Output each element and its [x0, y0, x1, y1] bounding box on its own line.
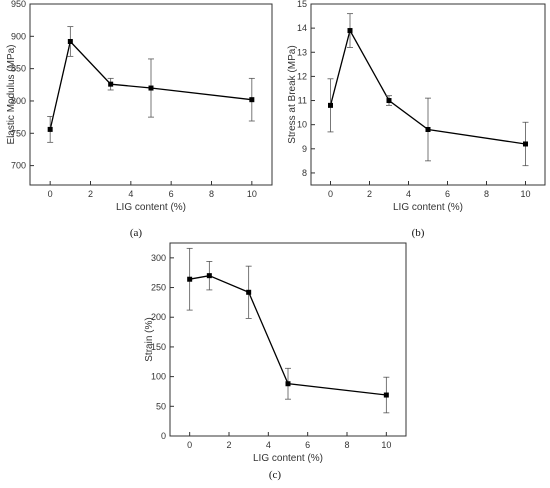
y-tick-label: 9	[302, 144, 307, 154]
y-tick-label: 800	[11, 96, 26, 106]
y-axis-label: Strain (%)	[144, 317, 155, 361]
data-point	[67, 38, 73, 44]
y-axis-label: Elastic Modulus (MPa)	[6, 44, 17, 144]
data-point	[108, 81, 114, 87]
data-point	[386, 98, 392, 104]
x-tick-label: 6	[305, 440, 310, 450]
data-point	[206, 273, 212, 279]
panel-label: (b)	[412, 227, 425, 239]
plot-frame	[29, 3, 273, 186]
y-tick-label: 900	[11, 31, 26, 41]
x-tick-label: 4	[406, 189, 411, 199]
x-tick-label: 10	[381, 440, 391, 450]
y-tick-label: 750	[11, 128, 26, 138]
data-point	[285, 381, 291, 387]
x-tick-label: 0	[328, 189, 333, 199]
x-tick-label: 8	[209, 189, 214, 199]
y-tick-label: 200	[151, 312, 166, 322]
data-point	[148, 85, 154, 91]
data-point	[425, 126, 431, 132]
data-point	[249, 97, 255, 103]
x-tick-label: 8	[344, 440, 349, 450]
y-tick-label: 12	[297, 71, 307, 81]
data-point	[383, 392, 389, 398]
y-tick-label: 300	[151, 253, 166, 263]
y-tick-label: 150	[151, 342, 166, 352]
x-tick-label: 6	[169, 189, 174, 199]
x-tick-label: 2	[88, 189, 93, 199]
y-tick-label: 10	[297, 120, 307, 130]
x-tick-label: 2	[367, 189, 372, 199]
y-tick-label: 11	[298, 96, 307, 106]
x-tick-label: 0	[48, 189, 53, 199]
panel-label: (c)	[269, 469, 282, 481]
x-tick-label: 4	[266, 440, 271, 450]
data-point	[47, 126, 53, 132]
y-tick-label: 13	[297, 47, 307, 57]
data-point	[187, 276, 193, 282]
x-tick-label: 4	[128, 189, 133, 199]
panel-a: 0 2 4 6 8 10 700 750 800 850 900 950 LIG content (%)…	[6, 0, 273, 239]
x-tick-label: 10	[520, 189, 530, 199]
x-axis-label: LIG content (%)	[116, 202, 186, 213]
x-axis-label: LIG content (%)	[393, 202, 463, 213]
y-tick-label: 850	[11, 64, 26, 74]
data-point	[347, 28, 353, 34]
plot-frame	[310, 3, 546, 186]
x-tick-label: 10	[247, 189, 257, 199]
y-tick-label: 14	[297, 23, 307, 33]
y-axis-label: Stress at Break (MPa)	[287, 45, 298, 143]
x-axis-label: LIG content (%)	[253, 453, 323, 464]
x-tick-label: 8	[484, 189, 489, 199]
data-point	[328, 102, 333, 108]
panel-label: (a)	[130, 227, 143, 239]
x-tick-label: 6	[445, 189, 450, 199]
data-point	[523, 141, 528, 147]
data-point	[246, 289, 252, 295]
panel-b: 0 2 4 6 8 10 8 9 10 11 12 13 14 15 LIG content (%) Stre…	[287, 0, 546, 239]
x-tick-label: 2	[226, 440, 231, 450]
y-tick-label: 0	[161, 431, 166, 441]
plot-frame	[169, 242, 407, 437]
y-tick-label: 50	[156, 401, 166, 411]
y-tick-label: 15	[297, 0, 307, 9]
y-tick-label: 250	[151, 283, 166, 293]
x-tick-label: 0	[187, 440, 192, 450]
y-tick-label: 8	[302, 168, 307, 178]
y-tick-label: 950	[11, 0, 26, 9]
y-tick-label: 700	[11, 161, 26, 171]
y-tick-label: 100	[151, 372, 166, 382]
